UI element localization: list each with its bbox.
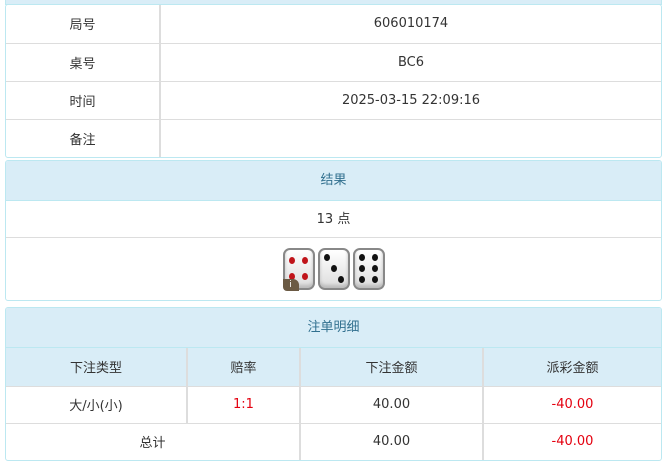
total-payout: -40.00 [551,434,594,450]
label: 局号 [6,5,161,44]
result-panel: 结果 13 点 i [5,160,662,301]
die-3-icon [317,248,350,290]
round-number-row: 局号 606010174 [6,5,661,44]
pip [337,275,344,283]
value: 606010174 [160,5,661,44]
value: 2025-03-15 22:09:16 [160,81,661,120]
pip [289,273,296,281]
pip [301,256,308,264]
die-6-icon [352,248,385,290]
info-badge-icon[interactable]: i [282,279,299,291]
total-row: 总计 40.00 -40.00 [6,423,661,460]
table-number-row: 桌号 BC6 [6,43,661,82]
odds: 1:1 [187,386,301,424]
pip [359,276,366,284]
pip [323,254,330,262]
pip [359,265,366,272]
result-points: 13 点 [6,201,661,238]
pip [289,256,296,264]
col-payout: 派彩金额 [483,348,661,387]
pip [371,265,378,272]
total-label: 总计 [6,423,301,460]
total-amount: 40.00 [300,423,484,460]
col-odds: 赔率 [187,348,301,387]
col-bet-amount: 下注金额 [300,348,484,387]
die-4-icon: i [282,248,315,291]
dice-row: i [6,238,661,300]
label: 时间 [6,81,161,120]
bet-amount: 40.00 [300,386,484,424]
label: 备注 [6,119,161,157]
payout: -40.00 [483,386,661,424]
value [160,119,661,157]
col-bet-type: 下注类型 [6,348,188,387]
pip [371,253,378,261]
header-row: 下注类型 赔率 下注金额 派彩金额 [6,348,661,387]
pip [301,273,308,281]
pip [359,253,366,261]
label: 桌号 [6,43,161,82]
table-row: 大/小(小) 1:1 40.00 -40.00 [6,386,661,424]
result-title: 结果 [6,161,661,201]
time-row: 时间 2025-03-15 22:09:16 [6,81,661,120]
bet-details-title: 注单明细 [6,308,661,348]
bet-details-panel: 注单明细 下注类型 赔率 下注金额 派彩金额 大/小(小) 1:1 40.00 … [5,307,662,461]
pip [330,265,337,272]
pip [371,276,378,284]
bet-type: 大/小(小) [6,386,188,424]
value: BC6 [160,43,661,82]
round-info-panel: 局号 606010174 桌号 BC6 时间 2025-03-15 22:09:16 … [5,4,662,158]
remark-row: 备注 [6,119,661,157]
